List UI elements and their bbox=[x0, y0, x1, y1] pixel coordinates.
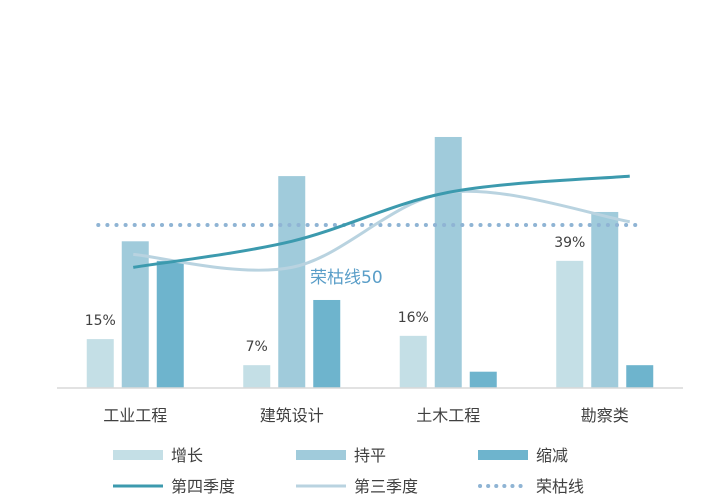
legend-label: 持平 bbox=[354, 446, 386, 465]
data-label: 16% bbox=[398, 310, 429, 326]
data-label: 15% bbox=[85, 313, 116, 329]
line-layer bbox=[96, 174, 642, 272]
legend-label: 缩减 bbox=[536, 446, 568, 465]
category-label: 工业工程 bbox=[103, 406, 167, 425]
label-layer: 15% 7% 16% 39% 工业工程 建筑设计 土木工程 勘察类 荣枯线50 bbox=[85, 235, 629, 425]
bar-缩减-建筑设计 bbox=[313, 299, 341, 388]
legend-label: 第四季度 bbox=[171, 477, 235, 496]
bar-增长-工业工程 bbox=[86, 339, 114, 388]
reference-line-label: 荣枯线50 bbox=[310, 268, 383, 288]
bar-持平-勘察类 bbox=[591, 211, 619, 388]
bar-增长-勘察类 bbox=[556, 260, 584, 388]
legend-label: 增长 bbox=[171, 446, 203, 465]
bar-持平-建筑设计 bbox=[278, 176, 306, 388]
data-label: 39% bbox=[554, 235, 585, 251]
legend-swatch-持平 bbox=[296, 450, 346, 460]
category-label: 勘察类 bbox=[581, 406, 629, 425]
legend-swatch-增长 bbox=[113, 450, 163, 460]
legend-label: 第三季度 bbox=[354, 477, 418, 496]
bar-持平-工业工程 bbox=[121, 241, 149, 388]
legend-swatch-缩减 bbox=[478, 450, 528, 460]
bar-增长-建筑设计 bbox=[243, 365, 271, 388]
bar-缩减-勘察类 bbox=[626, 365, 654, 388]
legend-label: 荣枯线 bbox=[536, 477, 584, 496]
category-label: 建筑设计 bbox=[260, 406, 324, 425]
bar-持平-土木工程 bbox=[434, 136, 462, 388]
bar-缩减-土木工程 bbox=[469, 371, 497, 388]
line-第三季度 bbox=[133, 189, 630, 272]
bar-layer bbox=[86, 136, 654, 388]
data-label: 7% bbox=[246, 339, 268, 355]
bar-增长-土木工程 bbox=[399, 335, 427, 388]
category-label: 土木工程 bbox=[416, 406, 480, 425]
bar-缩减-工业工程 bbox=[156, 260, 184, 388]
line-第四季度 bbox=[133, 174, 630, 269]
